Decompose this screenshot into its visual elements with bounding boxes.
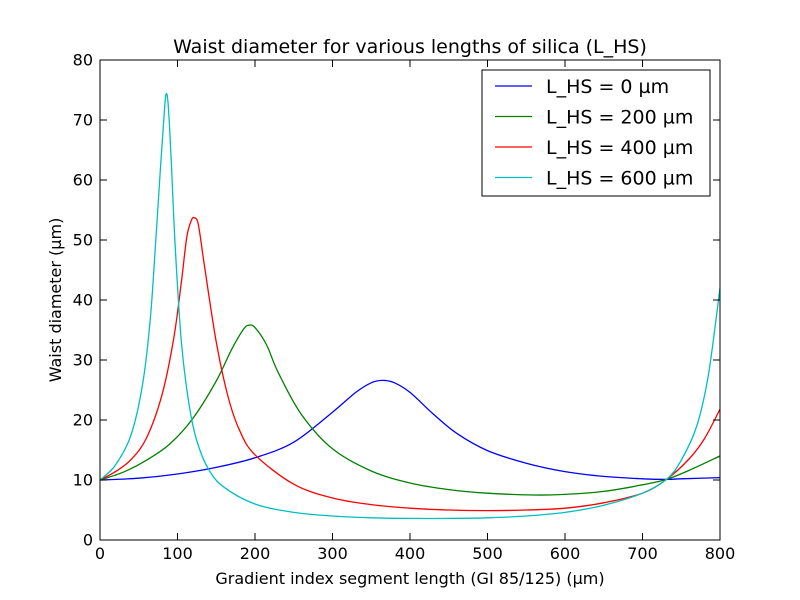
y-tick-label: 0 bbox=[83, 531, 93, 550]
legend-box bbox=[481, 69, 711, 197]
x-tick-label: 0 bbox=[95, 544, 105, 563]
legend-label-0: L_HS = 0 µm bbox=[546, 76, 669, 98]
series-line-3 bbox=[100, 92, 720, 520]
legend-label-3: L_HS = 600 µm bbox=[546, 168, 693, 190]
series-layer bbox=[100, 92, 720, 520]
series-line-2 bbox=[100, 216, 720, 512]
x-tick-label: 200 bbox=[240, 544, 271, 563]
x-tick-label: 400 bbox=[395, 544, 426, 563]
x-tick-label: 600 bbox=[550, 544, 581, 563]
series-line-0 bbox=[100, 379, 720, 481]
ticks-layer: 0 100 200 300 400 500 600 700 800 0 10 20 30 40 50 60 70… bbox=[73, 51, 736, 564]
y-axis-label: Waist diameter (µm) bbox=[46, 218, 65, 383]
x-axis-label: Gradient index segment length (GI 85/125… bbox=[215, 569, 604, 588]
x-tick-label: 800 bbox=[705, 544, 736, 563]
y-tick-label: 10 bbox=[73, 471, 93, 490]
y-tick-label: 50 bbox=[73, 231, 93, 250]
x-tick-label: 700 bbox=[627, 544, 658, 563]
legend: L_HS = 0 µm L_HS = 200 µm L_HS = 400 µm L_H… bbox=[481, 69, 711, 197]
y-tick-label: 20 bbox=[73, 411, 93, 430]
y-tick-label: 80 bbox=[73, 51, 93, 70]
y-tick-label: 30 bbox=[73, 351, 93, 370]
x-tick-label: 100 bbox=[162, 544, 193, 563]
series-line-1 bbox=[100, 324, 720, 496]
y-tick-label: 40 bbox=[73, 291, 93, 310]
x-tick-label: 500 bbox=[472, 544, 503, 563]
legend-label-1: L_HS = 200 µm bbox=[546, 107, 693, 129]
chart-title: Waist diameter for various lengths of si… bbox=[173, 36, 647, 58]
y-tick-label: 60 bbox=[73, 171, 93, 190]
legend-label-2: L_HS = 400 µm bbox=[546, 137, 693, 159]
x-tick-label: 300 bbox=[317, 544, 348, 563]
y-tick-label: 70 bbox=[73, 111, 93, 130]
